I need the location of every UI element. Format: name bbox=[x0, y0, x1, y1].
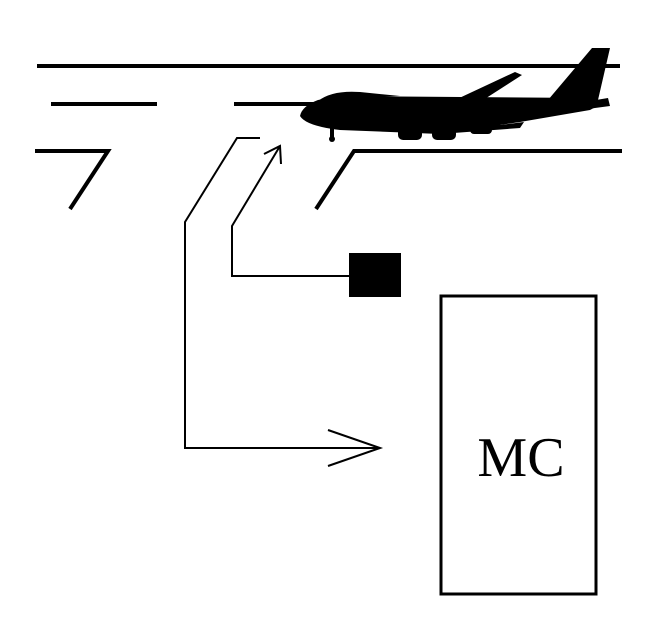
sensor-square-icon bbox=[349, 253, 401, 297]
mc-box bbox=[439, 294, 598, 596]
sensor-to-aircraft-arrow bbox=[231, 145, 349, 277]
runway-bottom-edge-left bbox=[35, 149, 112, 211]
mc-arrow-head bbox=[327, 429, 384, 467]
mc-box-label: MC bbox=[477, 427, 564, 489]
airplane-icon bbox=[300, 48, 610, 142]
sensor-arrow-head bbox=[263, 144, 282, 165]
aircraft-to-mc-arrow bbox=[184, 137, 380, 449]
runway-bottom-edge-right bbox=[314, 149, 622, 211]
